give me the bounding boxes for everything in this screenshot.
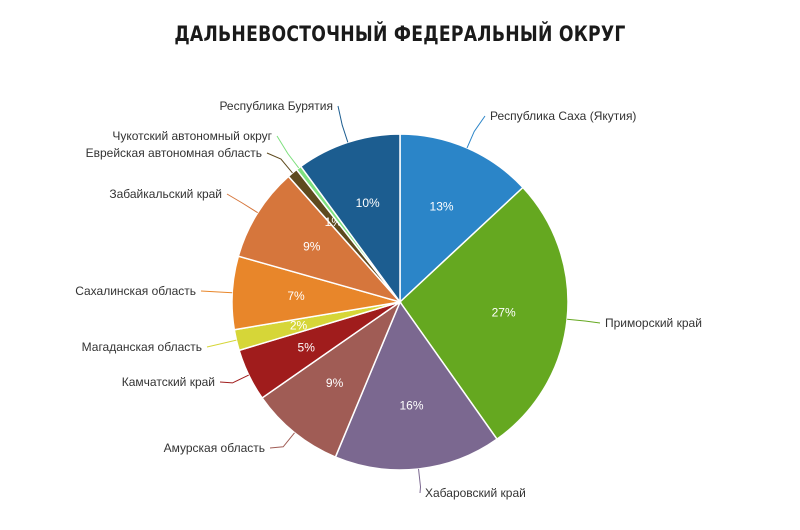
slice-10-leader-line [276,135,300,169]
slice-3-value-label: 16% [399,399,423,413]
slice-6-category-label: Магаданская область [82,340,202,354]
slice-8-leader-line [226,193,258,214]
slice-1-category-label: Республика Саха (Якутия) [490,109,636,123]
slice-11-leader-line [337,105,349,143]
slice-4[interactable] [261,299,402,459]
slice-4-leader-line [269,432,295,449]
slice-6-value-label: 2% [290,319,308,333]
slice-1[interactable] [399,133,524,304]
slice-4-value-label: 9% [326,376,344,390]
slice-2[interactable] [399,186,569,441]
slice-3-category-label: Хабаровский край [425,486,526,500]
slice-7-value-label: 7% [287,289,305,303]
slice-11-category-label: Республика Бурятия [219,99,333,113]
slice-1-value-label: 13% [430,199,454,213]
slice-2-value-label: 27% [492,306,516,320]
slice-7-leader-line [200,290,233,294]
slice-2-category-label: Приморский край [605,316,702,330]
slice-11-value-label: 10% [356,196,380,210]
slice-9-leader-line [266,152,293,174]
slice-8-value-label: 9% [303,240,321,254]
slice-9-category-label: Еврейская автономная область [86,146,262,160]
chart-title: ДАЛЬНЕВОСТОЧНЫЙ ФЕДЕРАЛЬНЫЙ ОКРУГ [174,22,626,46]
slice-5-leader-line [219,374,249,384]
slice-5-category-label: Камчатский край [122,375,215,389]
slice-7-category-label: Сахалинская область [75,284,196,298]
slice-8-category-label: Забайкальский край [109,187,222,201]
slice-10-category-label: Чукотский автономный округ [112,129,272,143]
slice-1-leader-line [466,115,486,149]
slice-5-value-label: 5% [298,340,316,354]
slice-6-leader-line [206,339,237,348]
slice-11[interactable] [299,133,401,305]
slice-4-category-label: Амурская область [164,441,265,455]
slice-2-leader-line [567,318,601,324]
slice-3-leader-line [418,468,422,494]
slice-8[interactable] [237,175,403,304]
